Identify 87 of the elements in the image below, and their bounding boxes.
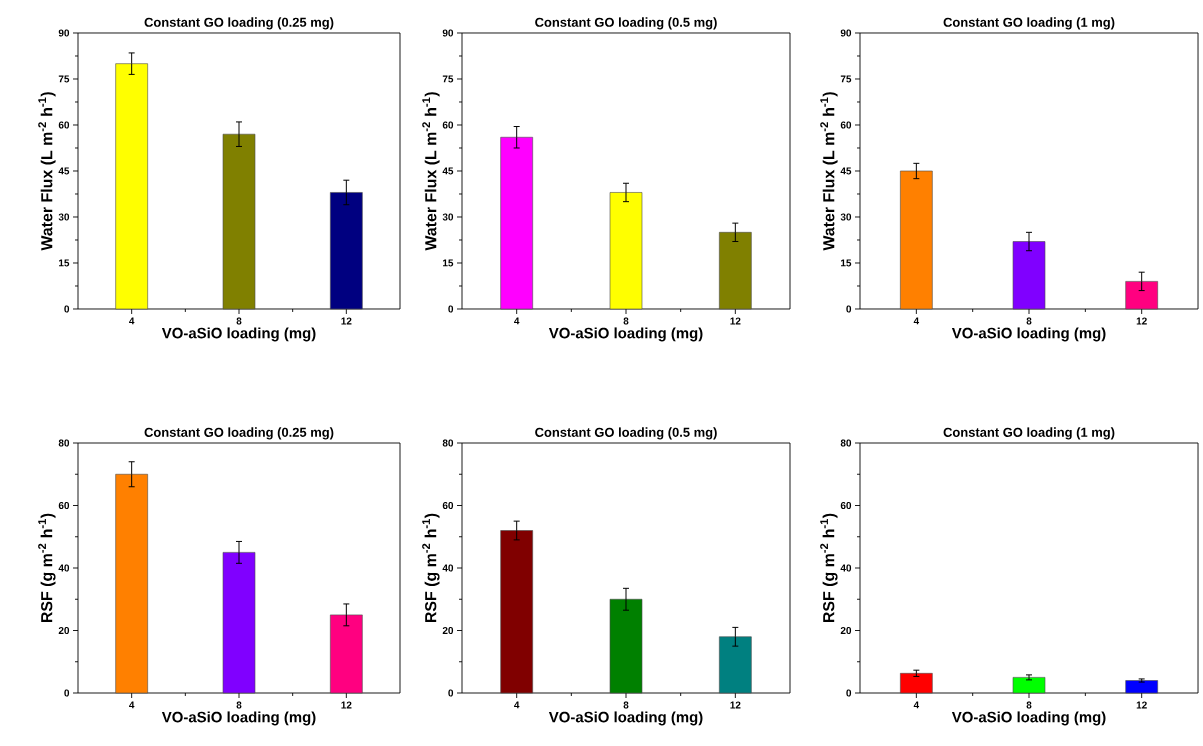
y-axis-title: RSF (g m$^{-2}$ h$^{-1}$) — [38, 513, 56, 623]
y-tick-label: 60 — [58, 501, 70, 510]
y-tick-label: 90 — [840, 29, 852, 37]
y-tick-label: 40 — [58, 564, 70, 572]
chart-title: Constant GO loading (1 mg) — [943, 427, 1115, 440]
x-tick-label: 4 — [913, 317, 920, 325]
x-axis-title: VO-aSiO loading (mg) — [548, 711, 703, 726]
y-axis-title: Water Flux (L m$^{-2}$ h$^{-1}$) — [38, 92, 56, 251]
y-tick-label: 0 — [64, 305, 70, 313]
y-tick-label: 30 — [58, 213, 70, 221]
x-tick-label: 4 — [129, 701, 135, 709]
bar — [115, 473, 148, 694]
x-tick-label: 4 — [129, 317, 135, 325]
y-tick-label: 40 — [840, 564, 852, 572]
bar — [719, 232, 752, 310]
y-tick-label: 30 — [840, 213, 852, 221]
x-axis-title: VO-aSiO loading (mg) — [548, 327, 703, 342]
x-tick-label: 12 — [730, 701, 741, 709]
y-tick-label: 60 — [840, 501, 852, 510]
y-tick-label: 20 — [442, 626, 454, 635]
bar — [222, 133, 256, 310]
y-tick-label: 75 — [442, 75, 454, 83]
bar — [330, 192, 363, 310]
y-tick-label: 80 — [442, 439, 454, 447]
x-tick-label: 8 — [623, 701, 629, 709]
y-tick-label: 15 — [841, 259, 852, 267]
x-tick-label: 4 — [514, 317, 520, 325]
chart-title: Constant GO loading (0.5 mg) — [535, 17, 717, 30]
y-tick-label: 20 — [840, 626, 852, 635]
bar — [500, 136, 533, 310]
y-tick-label: 80 — [840, 439, 852, 447]
y-axis-title: RSF (g m$^{-2}$ h$^{-1}$) — [820, 513, 838, 623]
x-tick-label: 12 — [341, 701, 352, 709]
chart-title: Constant GO loading (0.5 mg) — [535, 427, 717, 440]
y-tick-label: 60 — [58, 121, 70, 129]
y-tick-label: 90 — [58, 29, 70, 37]
y-tick-label: 90 — [442, 29, 454, 37]
chart-title: Constant GO loading (0.25 mg) — [144, 17, 334, 30]
bar — [115, 63, 148, 310]
bar — [330, 614, 363, 694]
y-tick-label: 75 — [840, 75, 852, 83]
y-tick-label: 40 — [442, 564, 454, 572]
y-tick-label: 15 — [443, 259, 454, 267]
x-axis-title: VO-aSiO loading (mg) — [951, 711, 1106, 726]
chart-title: Constant GO loading (1 mg) — [943, 17, 1115, 30]
y-tick-label: 80 — [58, 439, 70, 447]
x-axis-title: VO-aSiO loading (mg) — [951, 327, 1106, 342]
x-tick-label: 8 — [236, 701, 242, 709]
y-tick-label: 60 — [442, 121, 454, 129]
chart-title: Constant GO loading (0.25 mg) — [144, 427, 334, 440]
y-tick-label: 0 — [846, 305, 852, 313]
bar — [609, 192, 643, 310]
y-tick-label: 30 — [442, 213, 454, 221]
y-axis-title: Water Flux (L m$^{-2}$ h$^{-1}$) — [820, 92, 838, 251]
x-tick-label: 12 — [1136, 701, 1147, 709]
x-tick-label: 8 — [623, 317, 629, 325]
bar — [500, 530, 533, 694]
bar — [609, 598, 643, 694]
x-axis-title: VO-aSiO loading (mg) — [161, 711, 316, 726]
x-tick-label: 12 — [341, 317, 352, 325]
x-tick-label: 8 — [236, 317, 242, 325]
y-tick-label: 45 — [840, 167, 852, 175]
y-tick-label: 0 — [64, 689, 70, 697]
y-tick-label: 20 — [58, 626, 70, 635]
y-axis-title: Water Flux (L m$^{-2}$ h$^{-1}$) — [422, 92, 440, 251]
x-tick-label: 4 — [514, 701, 520, 709]
x-tick-label: 8 — [1026, 701, 1032, 709]
y-tick-label: 60 — [840, 121, 852, 129]
x-tick-label: 12 — [730, 317, 741, 325]
y-tick-label: 0 — [448, 305, 454, 313]
bar — [222, 552, 256, 694]
bar — [1125, 281, 1158, 310]
y-tick-label: 60 — [442, 501, 454, 510]
bar — [719, 636, 752, 694]
y-axis-title: RSF (g m$^{-2}$ h$^{-1}$) — [422, 513, 440, 623]
y-tick-label: 75 — [58, 75, 70, 83]
y-tick-label: 15 — [59, 259, 70, 267]
y-tick-label: 0 — [846, 689, 852, 697]
y-tick-label: 45 — [58, 167, 70, 175]
y-tick-label: 45 — [442, 167, 454, 175]
x-tick-label: 12 — [1136, 317, 1147, 325]
x-tick-label: 8 — [1026, 317, 1032, 325]
y-tick-label: 0 — [448, 689, 454, 697]
bar — [1012, 241, 1046, 310]
x-axis-title: VO-aSiO loading (mg) — [161, 327, 316, 342]
bar — [900, 170, 933, 310]
x-tick-label: 4 — [913, 701, 920, 709]
